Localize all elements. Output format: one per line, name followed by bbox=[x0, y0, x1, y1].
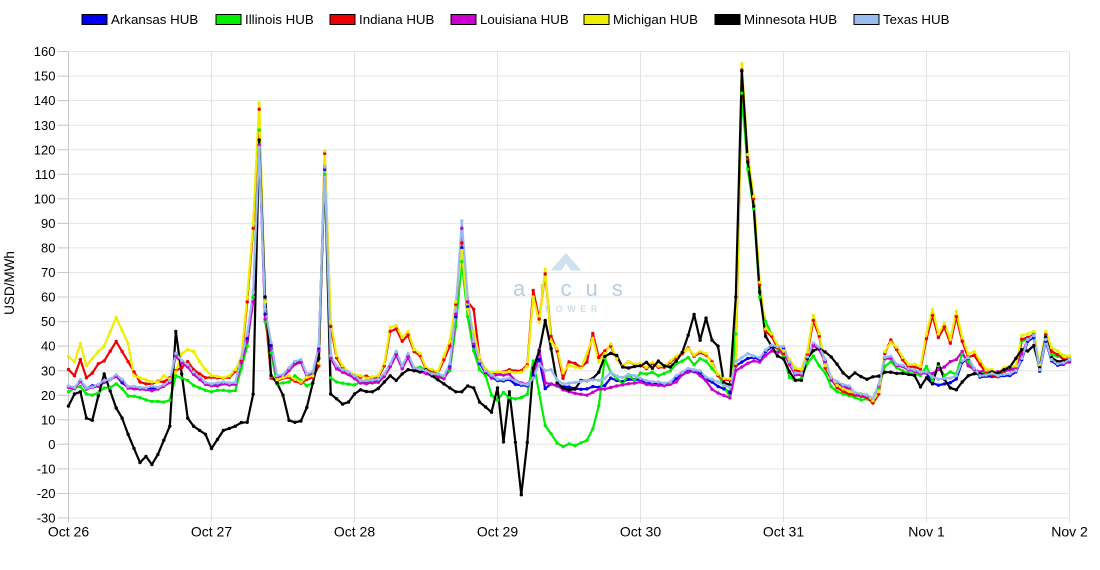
svg-text:Oct 29: Oct 29 bbox=[477, 524, 518, 540]
svg-text:-10: -10 bbox=[37, 462, 56, 477]
svg-text:Nov 2: Nov 2 bbox=[1051, 524, 1088, 540]
svg-text:-20: -20 bbox=[37, 486, 56, 501]
svg-text:Oct 28: Oct 28 bbox=[334, 524, 375, 540]
svg-text:Arkansas HUB: Arkansas HUB bbox=[111, 12, 198, 27]
svg-text:Minnesota HUB: Minnesota HUB bbox=[744, 12, 837, 27]
svg-text:Oct 31: Oct 31 bbox=[763, 524, 804, 540]
svg-text:USD/MWh: USD/MWh bbox=[2, 251, 17, 315]
svg-text:60: 60 bbox=[41, 290, 55, 305]
svg-text:110: 110 bbox=[35, 167, 56, 182]
svg-text:Oct 26: Oct 26 bbox=[48, 524, 89, 540]
svg-text:120: 120 bbox=[34, 142, 56, 157]
svg-text:140: 140 bbox=[34, 93, 56, 108]
svg-text:Oct 27: Oct 27 bbox=[191, 524, 232, 540]
svg-text:Louisiana HUB: Louisiana HUB bbox=[480, 12, 569, 27]
svg-text:0: 0 bbox=[48, 437, 55, 452]
svg-text:100: 100 bbox=[34, 191, 56, 206]
svg-text:150: 150 bbox=[34, 69, 56, 84]
svg-text:Michigan HUB: Michigan HUB bbox=[613, 12, 698, 27]
svg-text:Oct 30: Oct 30 bbox=[620, 524, 661, 540]
svg-text:50: 50 bbox=[41, 314, 55, 329]
svg-text:POWER: POWER bbox=[545, 304, 602, 314]
svg-text:30: 30 bbox=[41, 363, 55, 378]
svg-text:Indiana HUB: Indiana HUB bbox=[359, 12, 435, 27]
svg-text:Nov 1: Nov 1 bbox=[908, 524, 945, 540]
svg-text:20: 20 bbox=[41, 388, 55, 403]
svg-text:90: 90 bbox=[41, 216, 55, 231]
svg-text:160: 160 bbox=[34, 44, 56, 59]
svg-text:10: 10 bbox=[41, 412, 55, 427]
svg-text:Texas HUB: Texas HUB bbox=[883, 12, 950, 27]
svg-text:130: 130 bbox=[34, 118, 56, 133]
svg-text:40: 40 bbox=[41, 339, 55, 354]
svg-text:80: 80 bbox=[41, 241, 55, 256]
svg-text:-30: -30 bbox=[37, 511, 56, 526]
svg-text:Illinois HUB: Illinois HUB bbox=[245, 12, 314, 27]
svg-text:70: 70 bbox=[41, 265, 55, 280]
